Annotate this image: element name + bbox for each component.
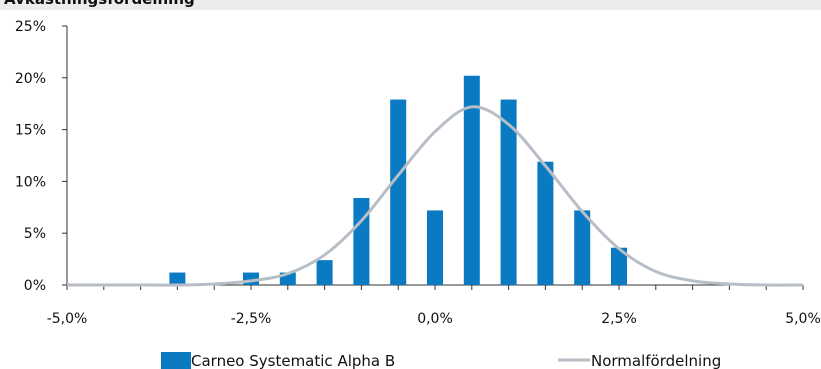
- bar: [537, 161, 554, 285]
- x-axis: -5,0% -2,5% 0,0% 2,5% 5,0%: [47, 284, 821, 327]
- y-axis: 0% 5% 10% 15% 20% 25%: [15, 19, 68, 294]
- bar: [390, 99, 407, 285]
- bar: [574, 210, 591, 285]
- legend-label-bars: Carneo Systematic Alpha B: [191, 352, 395, 369]
- x-tick-label: 0,0%: [417, 311, 453, 327]
- y-tick-label: 0%: [24, 278, 46, 294]
- bar: [611, 247, 627, 285]
- bar: [169, 272, 186, 285]
- y-tick-label: 5%: [24, 226, 46, 242]
- bar: [500, 99, 517, 285]
- bar: [316, 260, 333, 285]
- y-tick-label: 25%: [15, 19, 46, 35]
- x-tick-label: 2,5%: [601, 311, 637, 327]
- line-series: [67, 105, 804, 287]
- legend: Carneo Systematic Alpha B Normalfördelnin…: [161, 352, 721, 369]
- normal-curve: [67, 105, 804, 287]
- y-tick-label: 10%: [15, 174, 46, 190]
- bar: [463, 75, 480, 285]
- bar: [353, 197, 370, 285]
- chart-title-bar: Avkastningsfördelning: [0, 0, 821, 10]
- y-tick-label: 15%: [15, 123, 46, 139]
- bar-series: [169, 75, 627, 285]
- x-tick-label: -2,5%: [231, 311, 272, 327]
- x-tick-label: 5,0%: [785, 311, 821, 327]
- y-tick-label: 20%: [15, 71, 46, 87]
- bar: [427, 210, 443, 285]
- legend-swatch-bars: [161, 352, 191, 369]
- legend-label-line: Normalfördelning: [591, 352, 721, 369]
- chart-title: Avkastningsfördelning: [4, 0, 195, 8]
- x-tick-label: -5,0%: [47, 311, 88, 327]
